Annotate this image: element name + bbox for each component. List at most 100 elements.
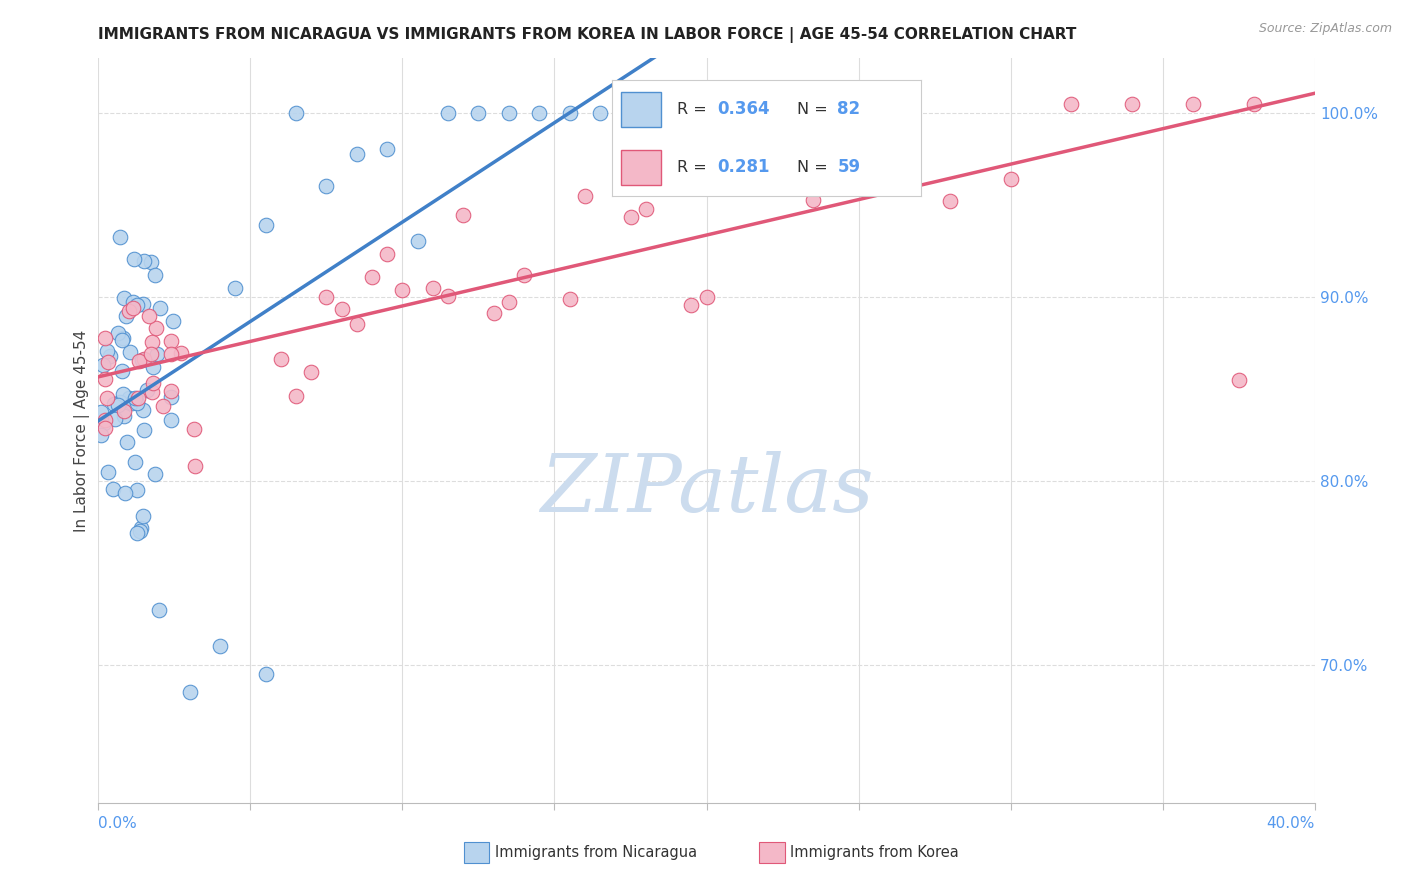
Point	[112, 409, 135, 423]
Point	[98, 349, 121, 363]
Point	[127, 391, 149, 405]
Point	[1121, 97, 1143, 112]
Point	[124, 391, 146, 405]
Point	[1060, 97, 1083, 112]
Point	[101, 482, 124, 496]
Point	[110, 395, 132, 409]
Point	[122, 295, 145, 310]
Point	[1243, 97, 1265, 112]
Point	[112, 291, 135, 305]
Point	[152, 399, 174, 413]
Text: 59: 59	[838, 158, 860, 177]
Point	[183, 459, 205, 474]
Point	[136, 384, 159, 398]
Point	[143, 268, 166, 282]
FancyBboxPatch shape	[621, 92, 661, 127]
Point	[270, 352, 292, 367]
Point	[124, 454, 146, 468]
Text: 0.281: 0.281	[717, 158, 769, 177]
Point	[224, 281, 246, 295]
Text: N =: N =	[797, 102, 834, 117]
Point	[142, 376, 165, 390]
Text: 82: 82	[838, 100, 860, 119]
Point	[132, 508, 155, 523]
Point	[121, 301, 143, 315]
Point	[179, 685, 201, 699]
Point	[299, 365, 322, 379]
Point	[619, 106, 641, 120]
Point	[129, 520, 152, 534]
Point	[756, 97, 779, 112]
Point	[146, 347, 169, 361]
Point	[862, 156, 884, 170]
Point	[513, 268, 536, 283]
Point	[110, 229, 132, 244]
Point	[558, 106, 581, 120]
Point	[285, 389, 308, 403]
FancyBboxPatch shape	[621, 150, 661, 185]
Point	[125, 483, 148, 497]
Point	[138, 309, 160, 323]
Point	[132, 351, 155, 366]
Point	[132, 402, 155, 417]
Point	[97, 355, 120, 369]
Point	[422, 281, 444, 295]
Point	[589, 106, 612, 120]
Point	[330, 301, 353, 316]
Point	[112, 387, 135, 401]
Point	[391, 283, 413, 297]
Text: ZIPatlas: ZIPatlas	[540, 451, 873, 529]
Point	[650, 106, 672, 120]
Point	[437, 106, 460, 120]
Point	[162, 313, 184, 327]
Point	[160, 347, 183, 361]
Point	[437, 289, 460, 303]
Point	[97, 465, 120, 479]
Point	[1227, 373, 1250, 387]
Point	[315, 179, 337, 194]
Text: Immigrants from Nicaragua: Immigrants from Nicaragua	[495, 846, 697, 860]
Point	[132, 254, 155, 268]
Point	[453, 208, 475, 222]
Point	[529, 106, 551, 120]
Point	[346, 147, 368, 161]
Text: R =: R =	[676, 160, 711, 175]
Point	[107, 398, 129, 412]
Text: Immigrants from Korea: Immigrants from Korea	[790, 846, 959, 860]
Text: N =: N =	[797, 160, 834, 175]
Point	[141, 334, 163, 349]
Point	[877, 137, 900, 152]
Point	[619, 211, 641, 225]
Point	[634, 202, 657, 216]
Point	[114, 486, 136, 500]
Point	[132, 297, 155, 311]
Point	[346, 318, 368, 332]
Point	[159, 390, 181, 404]
Point	[107, 326, 129, 340]
Point	[132, 423, 155, 437]
Text: 0.364: 0.364	[717, 100, 769, 119]
Point	[160, 334, 183, 348]
Point	[93, 420, 115, 434]
Point	[91, 358, 114, 372]
Point	[103, 397, 125, 411]
Point	[149, 301, 172, 315]
Point	[801, 194, 824, 208]
Point	[114, 310, 136, 324]
Point	[129, 524, 152, 538]
Point	[681, 298, 703, 312]
Point	[118, 345, 141, 359]
Point	[112, 331, 135, 345]
Point	[209, 640, 232, 654]
Point	[498, 294, 520, 309]
Point	[148, 603, 170, 617]
Point	[1000, 171, 1022, 186]
Point	[93, 331, 115, 345]
Point	[111, 364, 134, 378]
Point	[1182, 97, 1205, 112]
Point	[498, 106, 520, 120]
Point	[104, 411, 127, 425]
Point	[96, 392, 118, 406]
Point	[696, 290, 718, 304]
Point	[93, 416, 115, 430]
